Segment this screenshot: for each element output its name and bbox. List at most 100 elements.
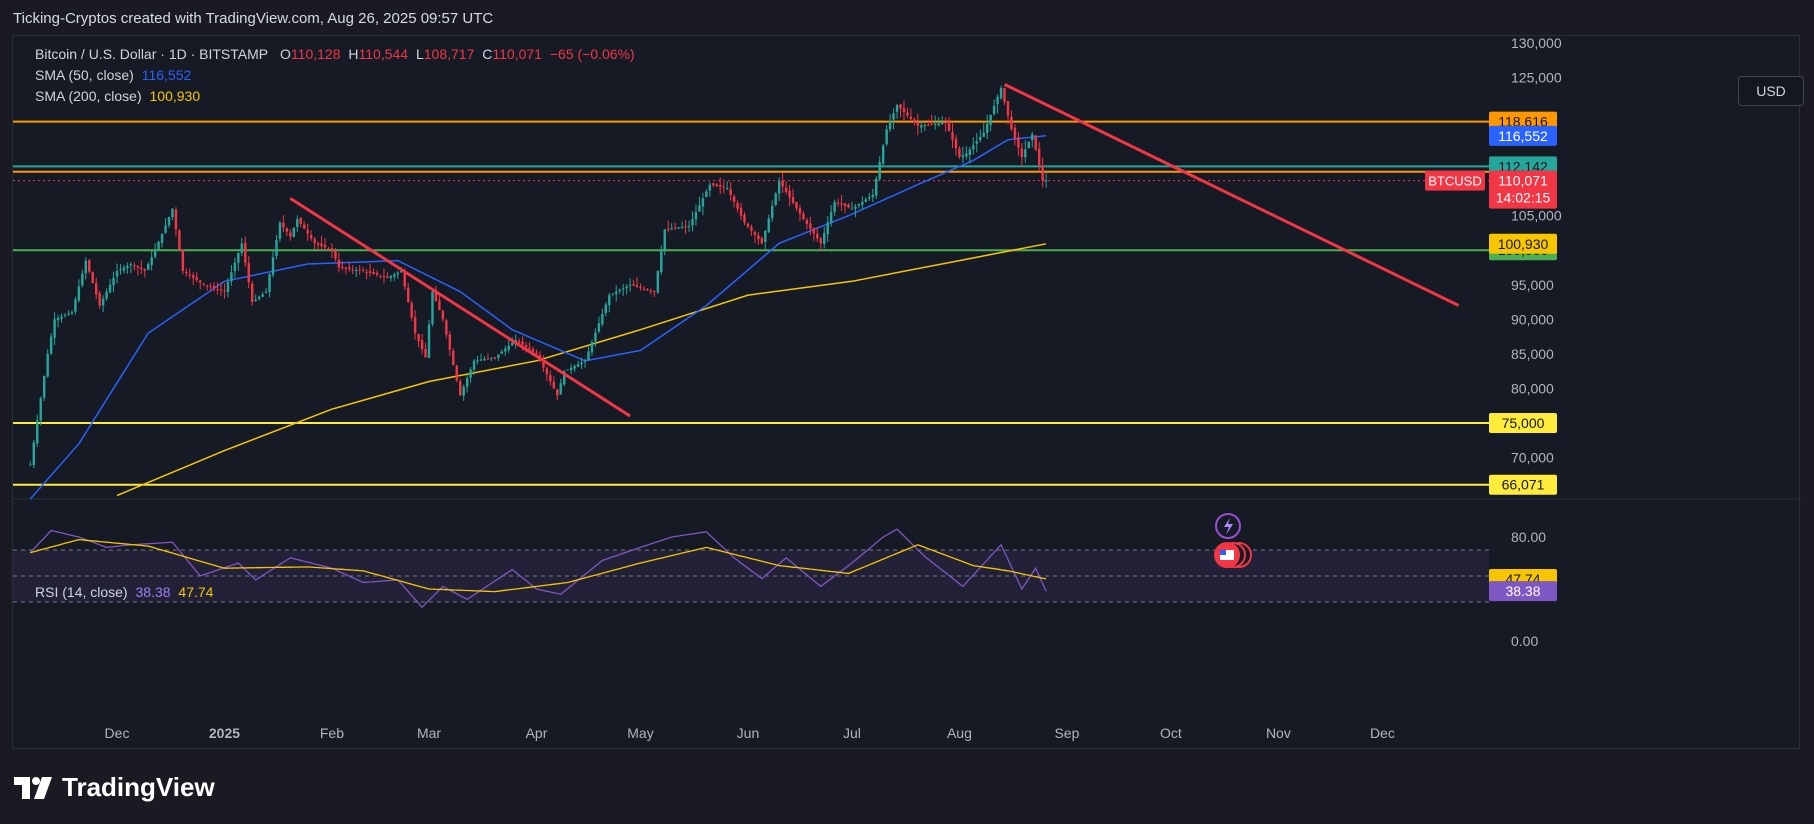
candle-body bbox=[833, 201, 836, 212]
candle-body bbox=[351, 269, 354, 271]
candle-body bbox=[448, 334, 452, 350]
chart-container[interactable]: 130,000 125,000 105,000 95,000 90,000 85,000 8… bbox=[12, 35, 1804, 750]
candle-body bbox=[639, 286, 642, 288]
candle-body bbox=[337, 259, 341, 268]
last-price-tag[interactable] bbox=[1489, 170, 1557, 209]
candle-body bbox=[497, 354, 500, 358]
sma-price-tag[interactable] bbox=[1489, 233, 1557, 254]
candle-body bbox=[348, 267, 351, 269]
level-price-label: 66,071 bbox=[1502, 477, 1545, 493]
candle-body bbox=[146, 264, 150, 270]
tradingview-logo[interactable]: TradingView bbox=[14, 772, 215, 803]
candle-body bbox=[77, 286, 81, 301]
candle-body bbox=[691, 219, 694, 226]
candle-body bbox=[306, 229, 309, 234]
lightning-icon bbox=[1224, 518, 1233, 535]
trendline[interactable] bbox=[289, 197, 631, 418]
candle-body bbox=[292, 227, 296, 237]
candle-body bbox=[365, 271, 368, 273]
rsi-ma-line[interactable] bbox=[30, 538, 1047, 593]
lightning-event-icon[interactable] bbox=[1215, 513, 1241, 539]
candle-body bbox=[663, 229, 666, 251]
candle-body bbox=[809, 223, 812, 229]
candle-body bbox=[105, 291, 108, 299]
candle-body bbox=[920, 125, 923, 128]
candle-body bbox=[361, 270, 365, 272]
candle-body bbox=[958, 148, 961, 157]
candle-body bbox=[954, 138, 958, 149]
sma200-line[interactable] bbox=[116, 243, 1047, 497]
candle-body bbox=[576, 364, 580, 367]
moving-averages bbox=[29, 135, 1047, 500]
low-label: L bbox=[415, 46, 424, 62]
candle-body bbox=[861, 201, 864, 205]
candle-body bbox=[902, 107, 906, 113]
candle-body bbox=[732, 196, 736, 202]
candle-body bbox=[254, 299, 257, 301]
candle-body bbox=[393, 274, 396, 277]
candle-body bbox=[923, 124, 926, 127]
candle-body bbox=[999, 87, 1003, 99]
candle-body bbox=[771, 205, 774, 219]
rsi-line[interactable] bbox=[29, 528, 1047, 609]
candle-body bbox=[174, 209, 178, 230]
candle-body bbox=[181, 249, 185, 271]
candle-body bbox=[316, 243, 320, 245]
candle-body bbox=[649, 290, 653, 292]
level-price-tag[interactable] bbox=[1489, 474, 1557, 495]
level-price-label: 112,142 bbox=[1498, 158, 1548, 174]
candle-body bbox=[250, 283, 254, 303]
candle-body bbox=[767, 218, 770, 233]
rsi-ma-value: 47.74 bbox=[178, 584, 214, 600]
candle-body bbox=[115, 270, 119, 277]
price-tick-label: 130,000 bbox=[1511, 36, 1562, 51]
event-markers[interactable] bbox=[1214, 513, 1252, 568]
rsi-tag[interactable] bbox=[1489, 581, 1557, 602]
sma-price-tag[interactable] bbox=[1489, 125, 1557, 146]
candle-body bbox=[1003, 87, 1006, 102]
candle-body bbox=[816, 233, 819, 239]
candle-body bbox=[29, 464, 32, 466]
candle-body bbox=[153, 250, 157, 257]
candle-body bbox=[469, 369, 472, 378]
candle-body bbox=[386, 276, 389, 278]
candle-body bbox=[819, 238, 822, 244]
trendlines[interactable] bbox=[289, 83, 1460, 418]
candle-body bbox=[705, 191, 708, 197]
candle-body bbox=[798, 208, 802, 214]
symbol-tag[interactable] bbox=[1425, 170, 1485, 191]
candle-body bbox=[98, 293, 101, 306]
candle-body bbox=[275, 239, 278, 256]
sma50-line[interactable] bbox=[29, 135, 1047, 500]
candle-body bbox=[223, 290, 226, 292]
candle-body bbox=[881, 145, 885, 164]
candle-body bbox=[358, 269, 361, 271]
candle-body bbox=[781, 180, 784, 187]
time-tick-label: Jun bbox=[737, 725, 760, 741]
currency-button[interactable]: USD bbox=[1738, 76, 1804, 106]
trendline[interactable] bbox=[1003, 83, 1460, 307]
symbol-legend: Bitcoin / U.S. Dollar · 1D · BITSTAMP O1… bbox=[35, 46, 639, 62]
candle-body bbox=[528, 347, 531, 350]
brand-name: TradingView bbox=[62, 772, 215, 802]
sma200-legend[interactable]: SMA (200, close) 100,930 bbox=[35, 88, 204, 104]
price-chart[interactable]: 130,000 125,000 105,000 95,000 90,000 85,000 8… bbox=[13, 36, 1801, 750]
candle-body bbox=[126, 265, 129, 269]
candle-body bbox=[341, 266, 344, 268]
time-axis[interactable]: Dec 2025 Feb Mar Apr May Jun Jul Aug Sep Oct Nov Dec bbox=[105, 725, 1395, 741]
sma200-label: SMA (200, close) bbox=[35, 88, 142, 104]
candle-body bbox=[438, 300, 441, 311]
rsi-legend[interactable]: RSI (14, close) 38.38 47.74 bbox=[35, 584, 217, 600]
candle-body bbox=[854, 206, 857, 209]
sma50-label: SMA (50, close) bbox=[35, 67, 134, 83]
candle-body bbox=[413, 317, 417, 334]
candle-body bbox=[573, 365, 576, 369]
sma50-legend[interactable]: SMA (50, close) 116,552 bbox=[35, 67, 195, 83]
candle-body bbox=[261, 294, 264, 297]
candle-body bbox=[621, 288, 625, 290]
candle-body bbox=[774, 193, 777, 205]
candle-body bbox=[725, 188, 729, 190]
level-price-tag[interactable] bbox=[1489, 412, 1557, 433]
price-axis[interactable]: 130,000 125,000 105,000 95,000 90,000 85,000 8… bbox=[1425, 36, 1562, 649]
